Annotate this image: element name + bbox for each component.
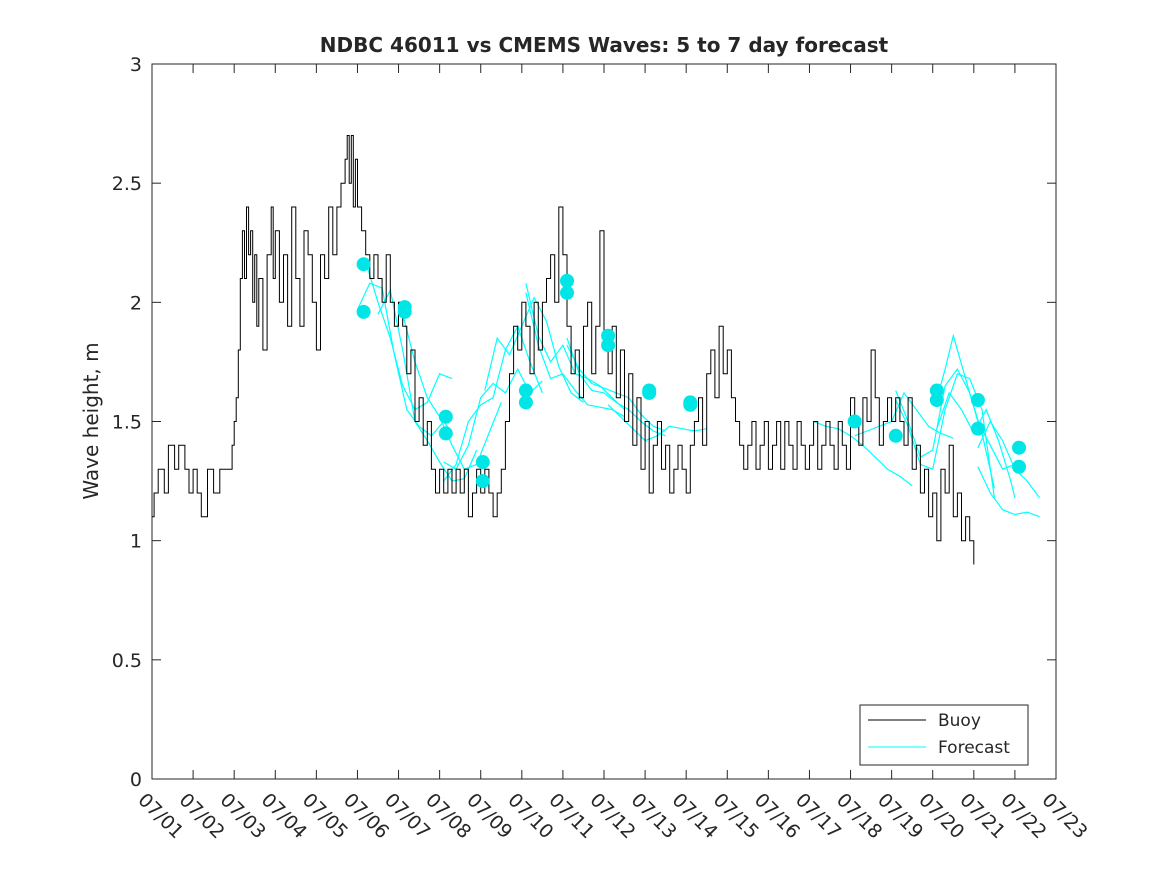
y-axis-label: Wave height, m bbox=[79, 342, 103, 499]
forecast-marker bbox=[970, 421, 985, 436]
forecast-line bbox=[356, 282, 453, 437]
forecast-marker bbox=[356, 304, 371, 319]
forecast-marker bbox=[438, 409, 453, 424]
forecast-marker bbox=[356, 257, 371, 272]
y-tick-label: 1.5 bbox=[112, 412, 142, 434]
forecast-marker bbox=[970, 393, 985, 408]
forecast-marker bbox=[518, 383, 533, 398]
forecast-marker bbox=[475, 455, 490, 470]
buoy-line bbox=[152, 135, 975, 565]
forecast-marker bbox=[475, 474, 490, 489]
forecast-line bbox=[977, 466, 1040, 518]
forecast-line bbox=[977, 420, 1041, 499]
legend-buoy-label: Buoy bbox=[938, 711, 981, 731]
y-tick-label: 1 bbox=[130, 531, 142, 553]
chart-title: NDBC 46011 vs CMEMS Waves: 5 to 7 day fo… bbox=[320, 33, 889, 57]
forecast-marker bbox=[1012, 440, 1027, 455]
forecast-line bbox=[525, 292, 625, 418]
forecast-marker bbox=[601, 338, 616, 353]
forecast-marker bbox=[438, 426, 453, 441]
forecast-marker bbox=[888, 428, 903, 443]
y-tick-label: 2.5 bbox=[112, 173, 142, 195]
forecast-marker bbox=[929, 393, 944, 408]
y-tick-label: 2 bbox=[130, 292, 142, 314]
forecast-line bbox=[484, 296, 584, 403]
forecast-marker bbox=[560, 273, 575, 288]
y-tick-label: 0.5 bbox=[112, 650, 142, 672]
forecast-marker bbox=[683, 397, 698, 412]
forecast-marker bbox=[560, 285, 575, 300]
forecast-marker bbox=[1012, 459, 1027, 474]
legend: Buoy Forecast bbox=[859, 704, 1029, 766]
legend-box bbox=[859, 704, 1029, 766]
forecast-line bbox=[402, 314, 502, 470]
legend-forecast-label: Forecast bbox=[938, 738, 1010, 758]
forecast-marker bbox=[518, 395, 533, 410]
forecast-line bbox=[443, 324, 543, 482]
forecast-marker bbox=[397, 304, 412, 319]
forecast-marker bbox=[642, 385, 657, 400]
y-tick-label: 3 bbox=[130, 54, 142, 76]
y-tick-label: 0 bbox=[130, 769, 142, 791]
forecast-line bbox=[936, 391, 1016, 498]
forecast-marker bbox=[847, 414, 862, 429]
